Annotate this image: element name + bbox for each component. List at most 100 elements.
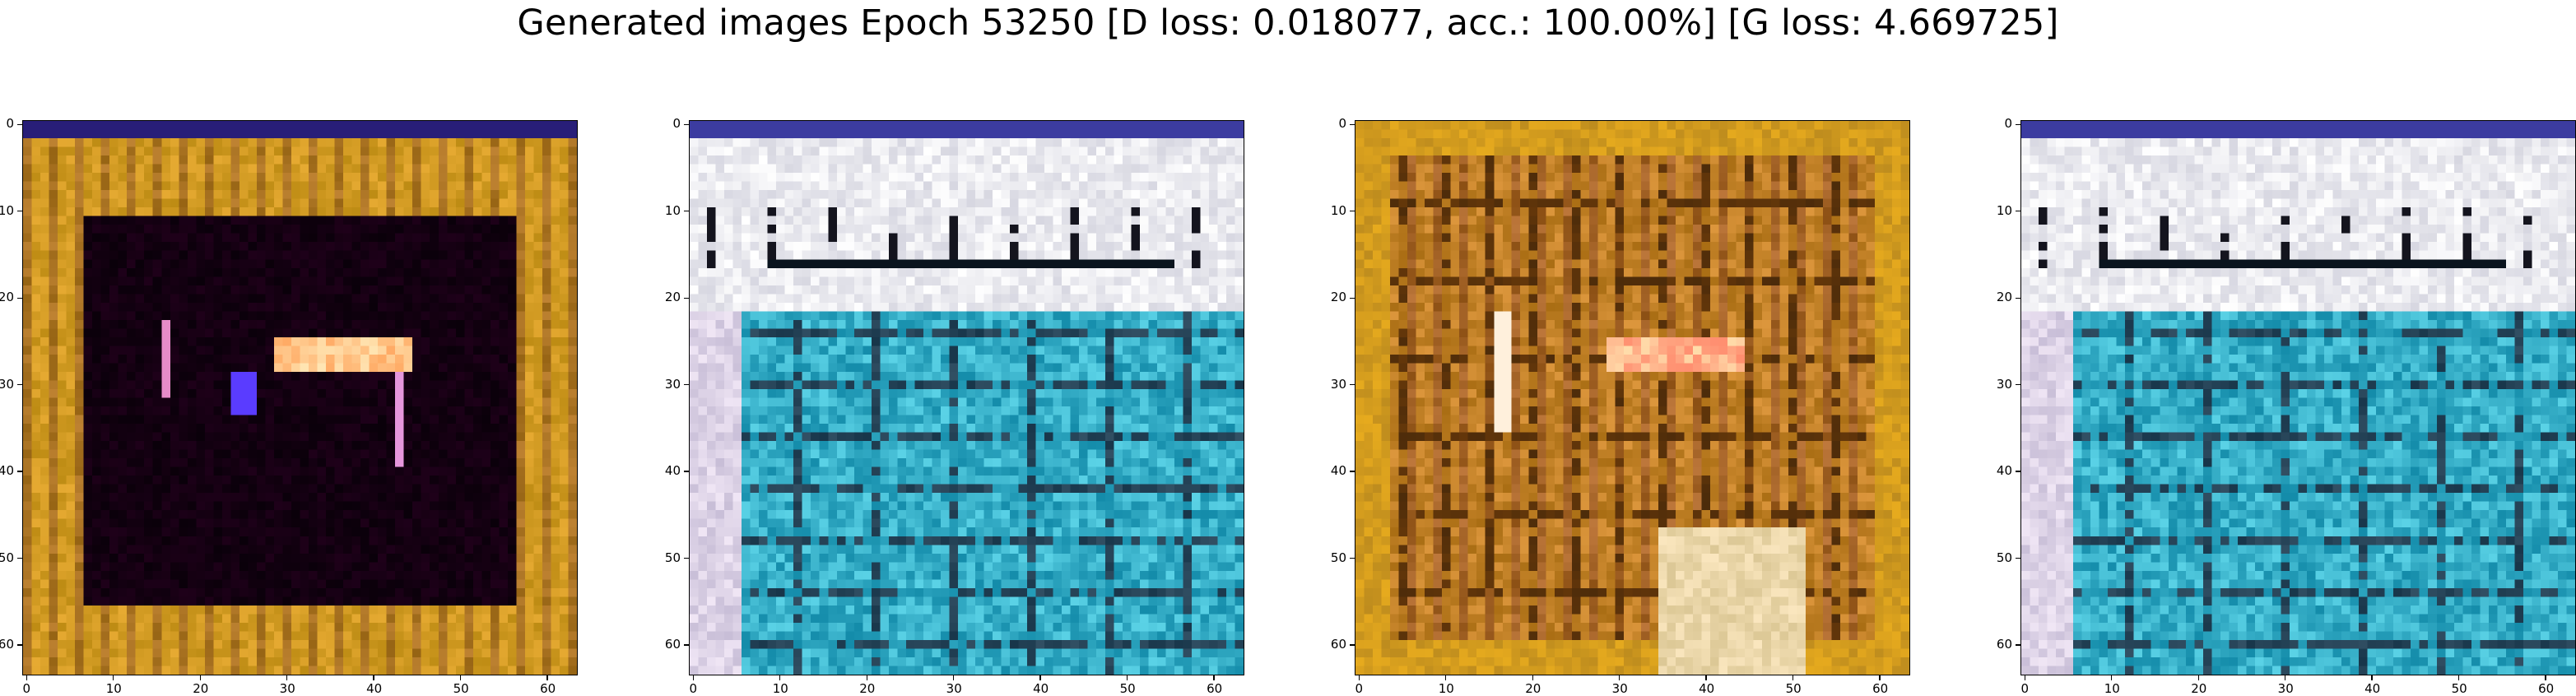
generated-image-3: [1355, 120, 1910, 675]
generated-image-1-xtick-mark: [286, 675, 288, 680]
generated-image-4-xtick-label: 50: [2451, 681, 2467, 696]
generated-image-2-xtick-mark: [1126, 675, 1128, 680]
generated-image-1-xtick-label: 50: [453, 681, 469, 696]
generated-image-1-ytick-label: 10: [0, 202, 14, 218]
generated-image-3-xtick-mark: [1445, 675, 1447, 680]
generated-image-2-ytick-mark: [684, 123, 689, 125]
generated-image-1-ytick-mark: [17, 557, 22, 559]
generated-image-4: [2020, 120, 2576, 675]
generated-image-3-ytick-mark: [1350, 644, 1355, 646]
generated-image-3-pixels: [1355, 121, 1909, 675]
generated-image-1-xtick-label: 30: [279, 681, 295, 696]
generated-image-4-ytick-label: 30: [1996, 376, 2012, 392]
generated-image-4-xtick-label: 30: [2277, 681, 2294, 696]
generated-image-4-xtick-mark: [2197, 675, 2199, 680]
generated-image-4-ytick-mark: [2016, 123, 2020, 125]
generated-image-2-ytick-label: 0: [672, 116, 681, 132]
generated-image-4-xtick-mark: [2111, 675, 2113, 680]
generated-image-3-xtick-mark: [1618, 675, 1620, 680]
generated-image-4-xtick-label: 40: [2364, 681, 2381, 696]
generated-image-1: [22, 120, 578, 675]
generated-image-2-xtick-label: 20: [859, 681, 876, 696]
generated-image-4-ytick-label: 50: [1996, 550, 2012, 565]
generated-image-1-ytick-mark: [17, 297, 22, 299]
generated-image-1-ytick-mark: [17, 644, 22, 646]
generated-image-4-xtick-mark: [2371, 675, 2373, 680]
generated-image-1-xtick-mark: [459, 675, 462, 680]
generated-image-4-xtick-label: 0: [2020, 681, 2030, 696]
generated-image-3-xtick-label: 60: [1872, 681, 1889, 696]
generated-image-4-xtick-label: 20: [2191, 681, 2207, 696]
generated-image-1-xtick-mark: [26, 675, 27, 680]
generated-image-1-ytick-label: 0: [6, 116, 14, 132]
generated-image-2-ytick-mark: [684, 383, 689, 386]
generated-image-1-ytick-mark: [17, 383, 22, 386]
generated-image-2-xtick-label: 30: [946, 681, 962, 696]
generated-image-1-ytick-label: 60: [0, 637, 14, 652]
generated-image-3-xtick-mark: [1532, 675, 1533, 680]
generated-image-3-xtick-label: 20: [1525, 681, 1541, 696]
generated-image-2-xtick-mark: [1039, 675, 1041, 680]
generated-image-1-xtick-mark: [199, 675, 201, 680]
generated-image-1-xtick-mark: [113, 675, 114, 680]
generated-image-2-ytick-mark: [684, 557, 689, 559]
generated-image-1-ytick-label: 40: [0, 463, 14, 479]
generated-image-4-ytick-label: 60: [1996, 637, 2012, 652]
generated-image-3-ytick-label: 40: [1330, 463, 1346, 479]
generated-image-1-pixels: [23, 121, 577, 675]
generated-image-4-xtick-mark: [2545, 675, 2546, 680]
generated-image-2-ytick-mark: [684, 297, 689, 299]
generated-image-3-ytick-label: 60: [1330, 637, 1346, 652]
generated-image-2-xtick-mark: [692, 675, 694, 680]
generated-image-3-xtick-label: 50: [1785, 681, 1802, 696]
generated-image-2-xtick-label: 0: [689, 681, 698, 696]
generated-image-4-ytick-mark: [2016, 644, 2020, 646]
generated-image-1-xtick-mark: [546, 675, 548, 680]
generated-image-4-ytick-mark: [2016, 383, 2020, 386]
generated-image-4-ytick-label: 40: [1996, 463, 2012, 479]
generated-image-3-ytick-label: 0: [1338, 116, 1346, 132]
generated-image-3-xtick-label: 40: [1699, 681, 1715, 696]
generated-image-4-ytick-mark: [2016, 297, 2020, 299]
generated-image-4-ytick-label: 20: [1996, 290, 2012, 305]
generated-image-3-ytick-label: 20: [1330, 290, 1346, 305]
generated-image-3-ytick-mark: [1350, 383, 1355, 386]
generated-image-2-ytick-label: 50: [664, 550, 681, 565]
generated-image-2-xtick-mark: [1213, 675, 1215, 680]
figure-title: Generated images Epoch 53250 [D loss: 0.…: [517, 2, 2059, 44]
generated-image-4-xtick-mark: [2457, 675, 2460, 680]
generated-image-4-ytick-mark: [2016, 557, 2020, 559]
generated-image-1-ytick-mark: [17, 123, 22, 125]
generated-image-3-xtick-mark: [1705, 675, 1707, 680]
generated-image-3-xtick-label: 10: [1438, 681, 1454, 696]
generated-image-2-xtick-label: 60: [1207, 681, 1223, 696]
generated-image-3-xtick-mark: [1358, 675, 1360, 680]
generated-image-2-xtick-mark: [952, 675, 955, 680]
generated-image-1-xtick-label: 60: [540, 681, 556, 696]
generated-image-1-xtick-label: 10: [105, 681, 122, 696]
generated-image-3-xtick-label: 30: [1611, 681, 1628, 696]
generated-image-2-ytick-label: 30: [664, 376, 681, 392]
generated-image-3-ytick-label: 10: [1330, 202, 1346, 218]
generated-image-2-ytick-label: 10: [664, 202, 681, 218]
generated-image-4-ytick-label: 0: [2004, 116, 2012, 132]
generated-image-1-xtick-mark: [373, 675, 374, 680]
generated-image-4-ytick-label: 10: [1996, 202, 2012, 218]
generated-image-2-xtick-label: 10: [772, 681, 788, 696]
generated-image-3-xtick-label: 0: [1355, 681, 1364, 696]
generated-image-2-xtick-label: 40: [1033, 681, 1049, 696]
generated-image-3-ytick-label: 50: [1330, 550, 1346, 565]
generated-image-2: [689, 120, 1244, 675]
generated-image-2-ytick-label: 20: [664, 290, 681, 305]
generated-image-2-ytick-label: 40: [664, 463, 681, 479]
generated-image-3-ytick-mark: [1350, 123, 1355, 125]
generated-image-1-xtick-label: 40: [366, 681, 383, 696]
generated-image-1-ytick-label: 50: [0, 550, 14, 565]
generated-image-2-xtick-label: 50: [1119, 681, 1136, 696]
generated-image-1-ytick-label: 20: [0, 290, 14, 305]
generated-image-1-ytick-label: 30: [0, 376, 14, 392]
generated-image-3-ytick-mark: [1350, 297, 1355, 299]
generated-image-2-pixels: [690, 121, 1244, 675]
generated-image-1-xtick-label: 0: [22, 681, 31, 696]
generated-image-3-xtick-mark: [1879, 675, 1881, 680]
